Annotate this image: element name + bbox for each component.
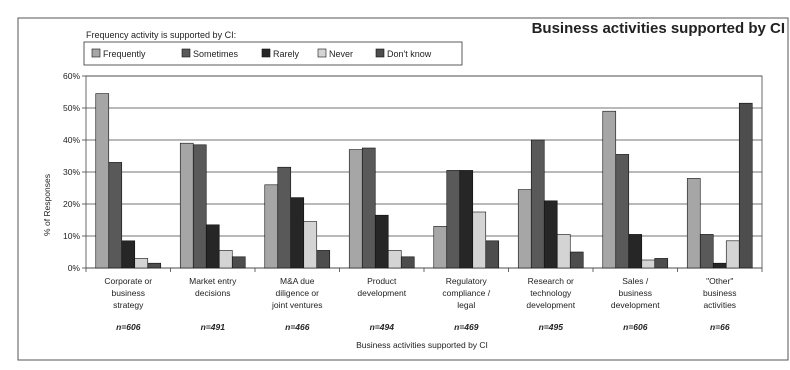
sample-size-label: n=466 xyxy=(285,322,310,332)
sample-size-label: n=495 xyxy=(539,322,564,332)
bar xyxy=(628,234,643,269)
legend-title: Frequency activity is supported by CI: xyxy=(86,30,236,40)
bar xyxy=(654,258,669,269)
bar xyxy=(686,178,701,269)
category-label: Research or xyxy=(528,276,574,286)
legend-swatch xyxy=(375,48,385,58)
bar xyxy=(95,93,110,269)
bar xyxy=(374,214,389,269)
category-label: development xyxy=(611,300,660,310)
legend: Frequently Sometimes Rarely Never Don't know xyxy=(91,48,432,59)
bar xyxy=(615,154,630,269)
legend-box xyxy=(83,41,463,66)
bar xyxy=(472,211,487,269)
bar xyxy=(641,259,656,269)
category-label: business xyxy=(111,288,145,298)
sample-size-label: n=491 xyxy=(201,322,226,332)
bar xyxy=(179,142,194,269)
y-axis-ticks: 0% 10% 20% 30% 40% 50% 60% xyxy=(63,71,86,273)
category-label: Corporate or xyxy=(104,276,152,286)
category-label: development xyxy=(357,288,406,298)
bar xyxy=(400,256,415,269)
bar xyxy=(205,224,220,269)
bar xyxy=(231,256,246,269)
bar xyxy=(712,262,727,269)
bar xyxy=(192,144,207,269)
bar xyxy=(459,170,474,269)
sample-size-label: n=606 xyxy=(116,322,141,332)
bar xyxy=(147,262,162,269)
category-labels: Corporate or business strategy n=606 Market … xyxy=(85,268,763,332)
bars xyxy=(95,93,753,269)
bar xyxy=(361,147,376,269)
bar xyxy=(530,139,545,269)
legend-swatch xyxy=(91,48,101,58)
bar xyxy=(602,110,617,269)
category-label: Regulatory xyxy=(446,276,488,286)
category-label: joint ventures xyxy=(271,300,323,310)
y-tick-label: 20% xyxy=(63,199,80,209)
category-label: development xyxy=(526,300,575,310)
category-label: M&A due xyxy=(280,276,315,286)
category-label: Sales / xyxy=(622,276,649,286)
y-axis-label: % of Responses xyxy=(42,174,52,236)
legend-label: Frequently xyxy=(103,49,146,59)
y-tick-label: 0% xyxy=(68,263,81,273)
category-label: "Other" xyxy=(706,276,733,286)
bar xyxy=(543,200,558,269)
y-tick-label: 30% xyxy=(63,167,80,177)
category-label: decisions xyxy=(195,288,230,298)
bar xyxy=(387,250,402,269)
category-label: business xyxy=(618,288,652,298)
legend-label: Don't know xyxy=(387,49,432,59)
bar xyxy=(218,250,233,269)
bar xyxy=(569,251,584,269)
category-label: activities xyxy=(703,300,736,310)
y-tick-label: 60% xyxy=(63,71,80,81)
bar xyxy=(433,226,448,269)
category-label: diligence or xyxy=(276,288,320,298)
bar xyxy=(725,240,740,269)
bar xyxy=(485,240,500,269)
y-tick-label: 10% xyxy=(63,231,80,241)
legend-label: Rarely xyxy=(273,49,300,59)
legend-swatch xyxy=(317,48,327,58)
sample-size-label: n=66 xyxy=(710,322,730,332)
bar xyxy=(290,197,305,269)
x-axis-label: Business activities supported by CI xyxy=(356,340,488,350)
category-label: Product xyxy=(367,276,397,286)
bar xyxy=(446,170,461,269)
bar xyxy=(556,234,571,269)
bar xyxy=(108,162,123,269)
bar xyxy=(303,221,318,269)
bar xyxy=(348,149,363,269)
category-label: strategy xyxy=(113,300,144,310)
legend-swatch xyxy=(181,48,191,58)
bar xyxy=(699,234,714,269)
category-label: business xyxy=(703,288,737,298)
category-label: technology xyxy=(530,288,572,298)
bar xyxy=(517,189,532,269)
category-label: Market entry xyxy=(189,276,237,286)
category-label: legal xyxy=(457,300,475,310)
bar xyxy=(738,102,753,269)
bar xyxy=(277,166,292,269)
chart-title: Business activities supported by CI xyxy=(532,20,785,37)
sample-size-label: n=469 xyxy=(454,322,479,332)
bar xyxy=(134,258,149,269)
legend-swatch xyxy=(261,48,271,58)
y-tick-label: 50% xyxy=(63,103,80,113)
sample-size-label: n=606 xyxy=(623,322,648,332)
bar xyxy=(121,240,136,269)
y-tick-label: 40% xyxy=(63,135,80,145)
legend-label: Sometimes xyxy=(193,49,239,59)
legend-label: Never xyxy=(329,49,353,59)
sample-size-label: n=494 xyxy=(370,322,395,332)
category-label: compliance / xyxy=(442,288,490,298)
bar xyxy=(264,184,279,269)
bar xyxy=(316,250,331,269)
